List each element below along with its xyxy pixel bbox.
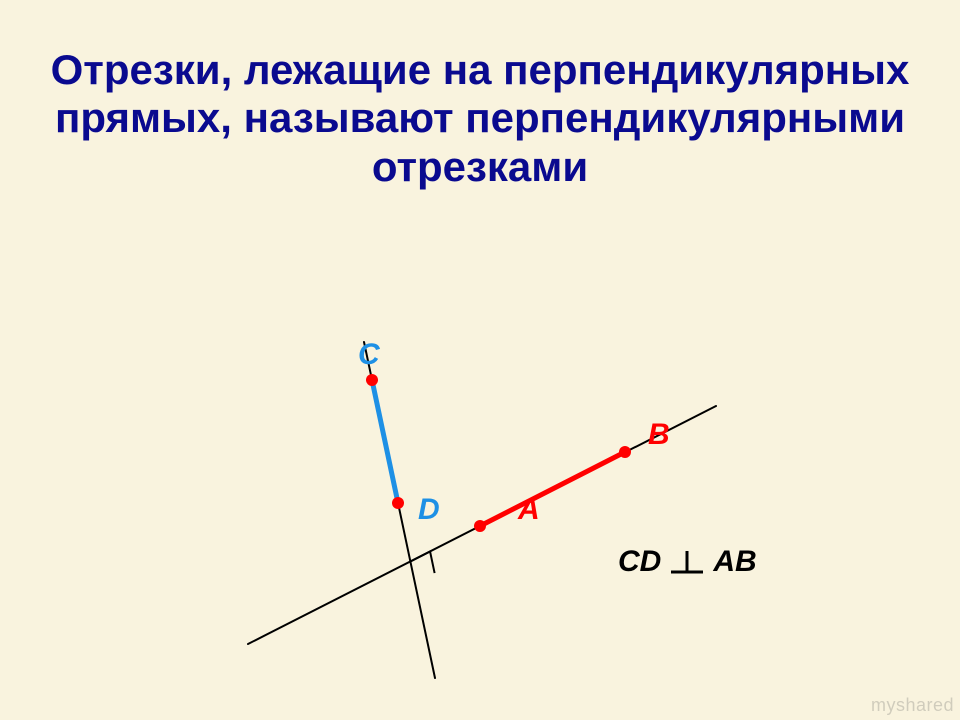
right-angle-marker <box>410 552 434 574</box>
slide-title: Отрезки, лежащие на перпендикулярных пря… <box>0 46 960 191</box>
label-d: D <box>418 493 440 527</box>
formula-cd: CD <box>618 545 661 579</box>
perpendicular-formula: CD AB <box>618 545 757 579</box>
formula-ab: AB <box>713 545 756 579</box>
label-c: C <box>358 338 380 372</box>
label-b: B <box>648 418 670 452</box>
geometry-diagram <box>180 330 740 690</box>
perpendicular-icon <box>669 549 705 575</box>
label-a: A <box>518 493 540 527</box>
point-c <box>366 374 378 386</box>
point-a <box>474 520 486 532</box>
segment-ab <box>480 452 625 526</box>
segment-cd <box>372 380 398 503</box>
point-d <box>392 497 404 509</box>
watermark: myshared <box>871 695 954 716</box>
point-b <box>619 446 631 458</box>
